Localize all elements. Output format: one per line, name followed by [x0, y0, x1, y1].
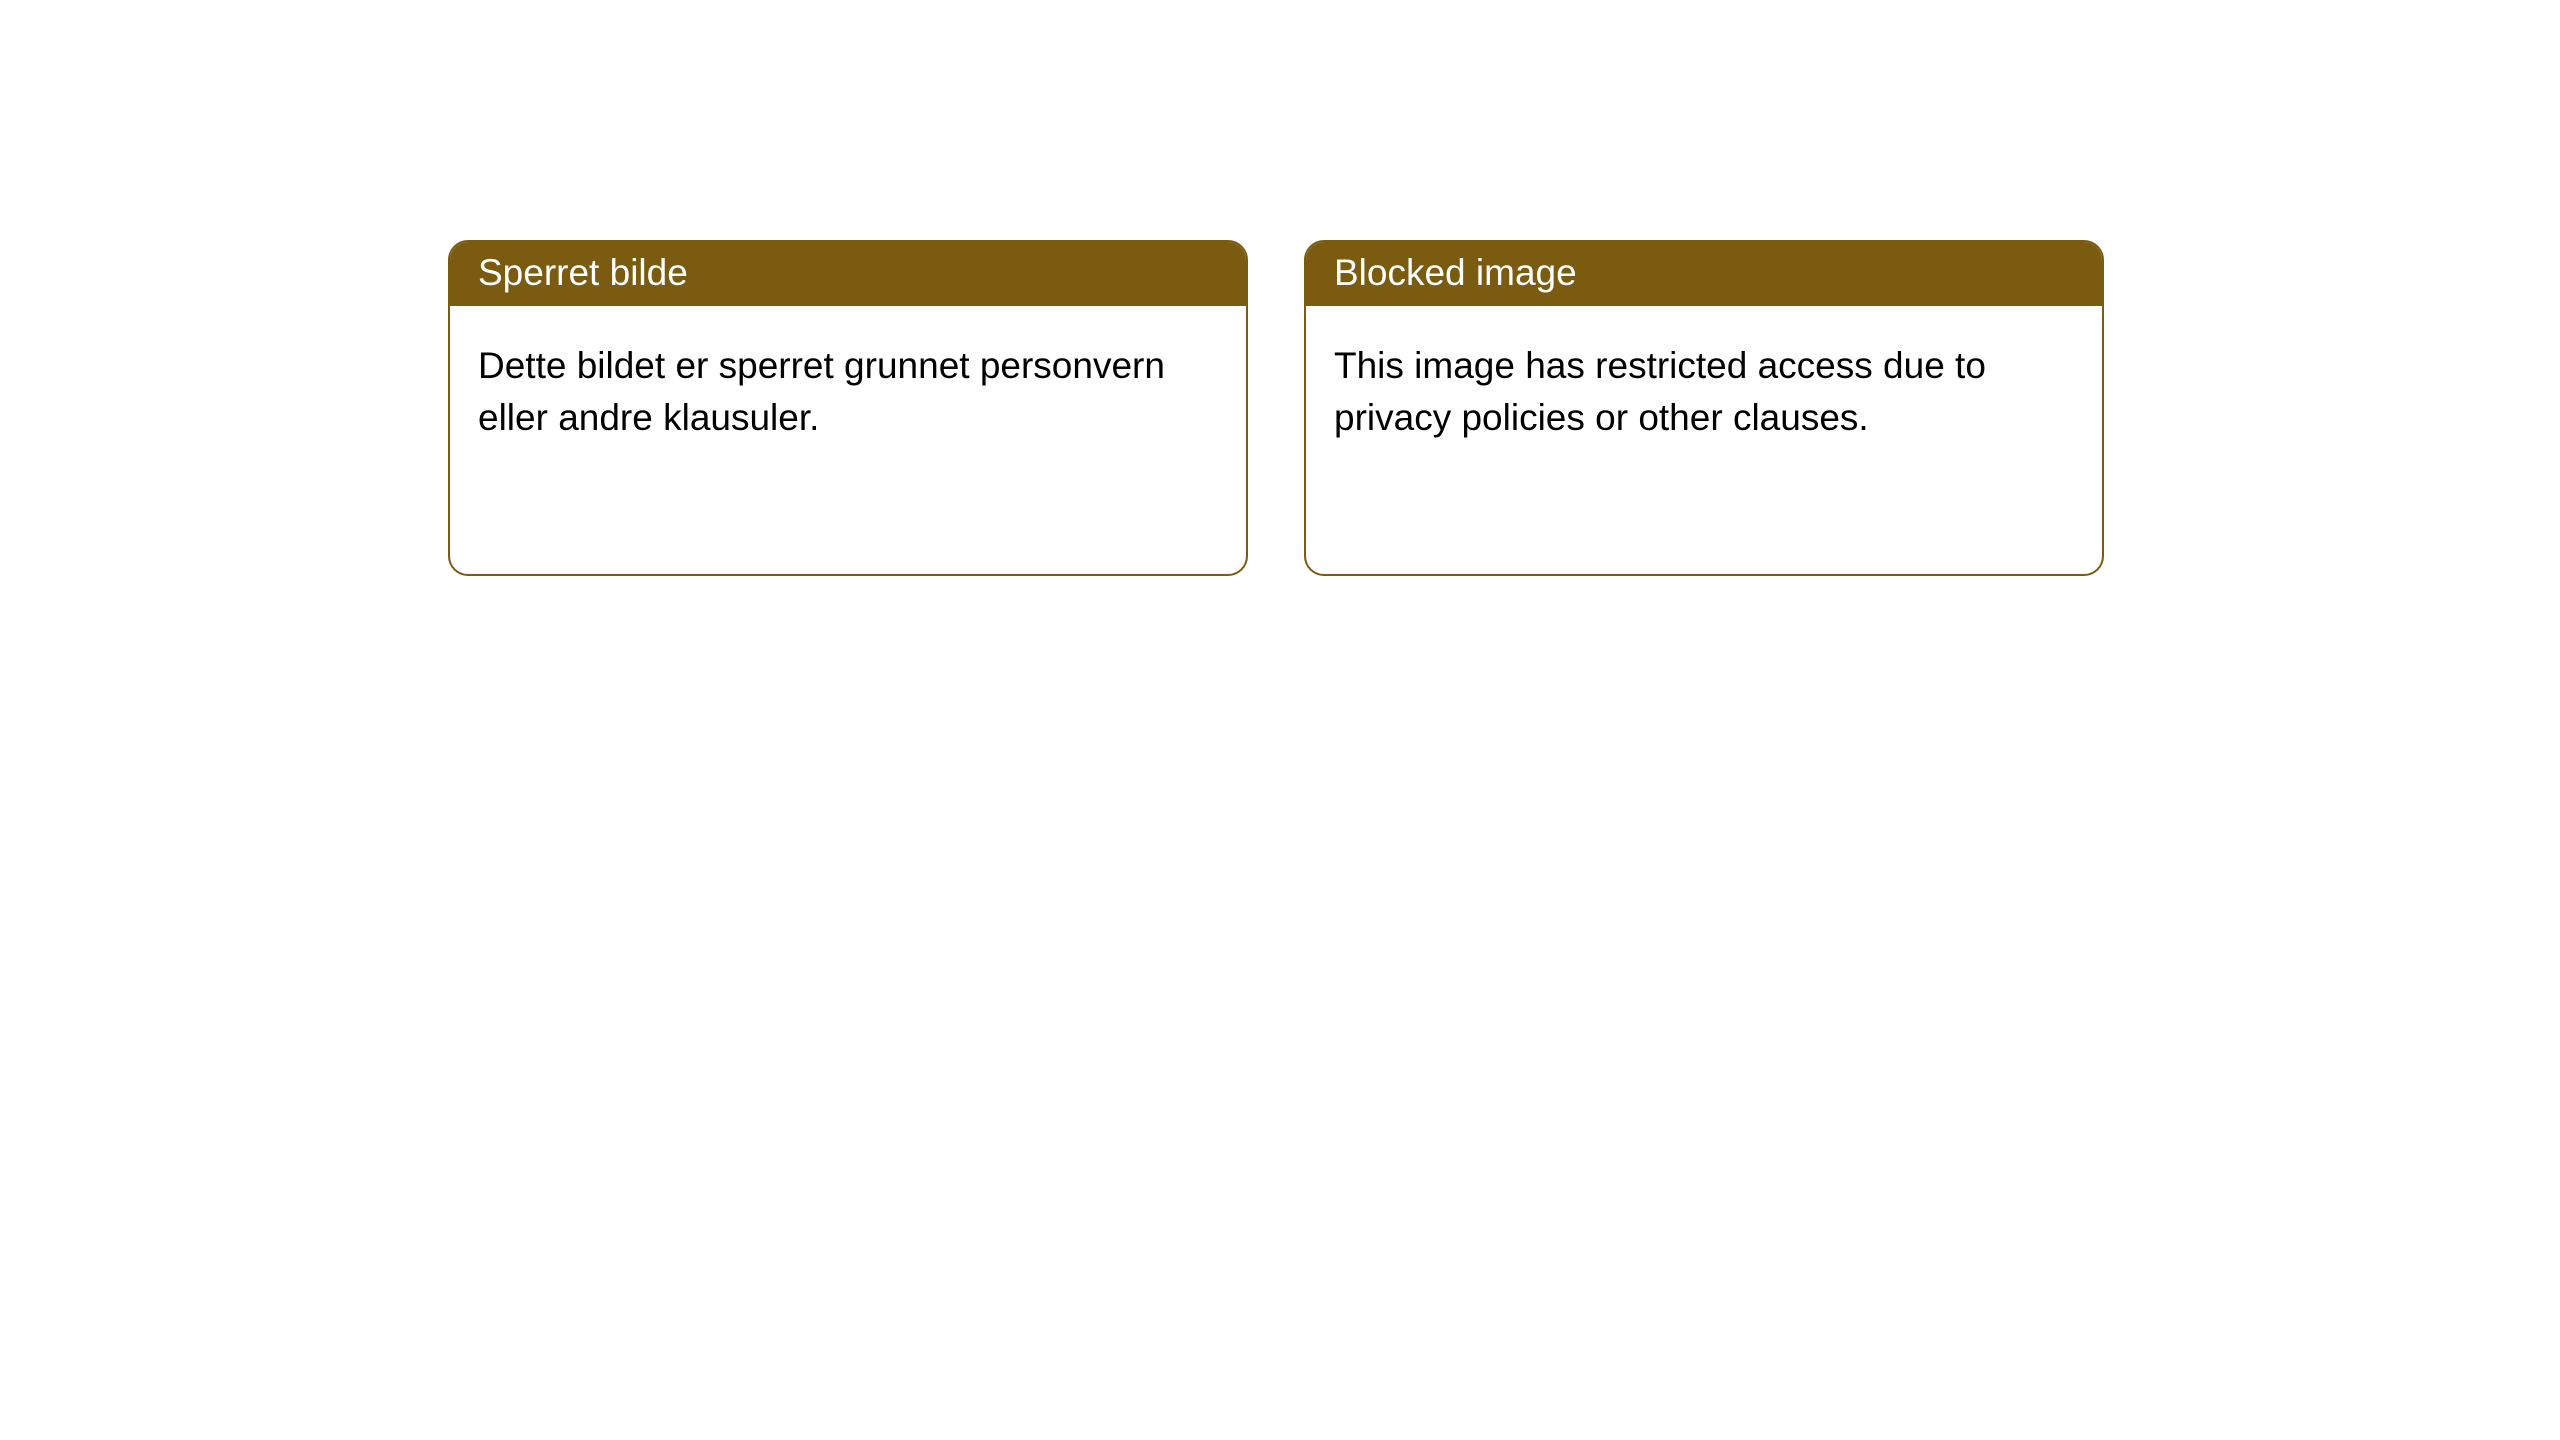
notice-card-norwegian: Sperret bilde Dette bildet er sperret gr… [448, 240, 1248, 576]
card-header: Blocked image [1306, 242, 2102, 306]
notice-container: Sperret bilde Dette bildet er sperret gr… [448, 240, 2104, 576]
card-header: Sperret bilde [450, 242, 1246, 306]
card-body: Dette bildet er sperret grunnet personve… [450, 306, 1246, 478]
card-body: This image has restricted access due to … [1306, 306, 2102, 478]
notice-card-english: Blocked image This image has restricted … [1304, 240, 2104, 576]
